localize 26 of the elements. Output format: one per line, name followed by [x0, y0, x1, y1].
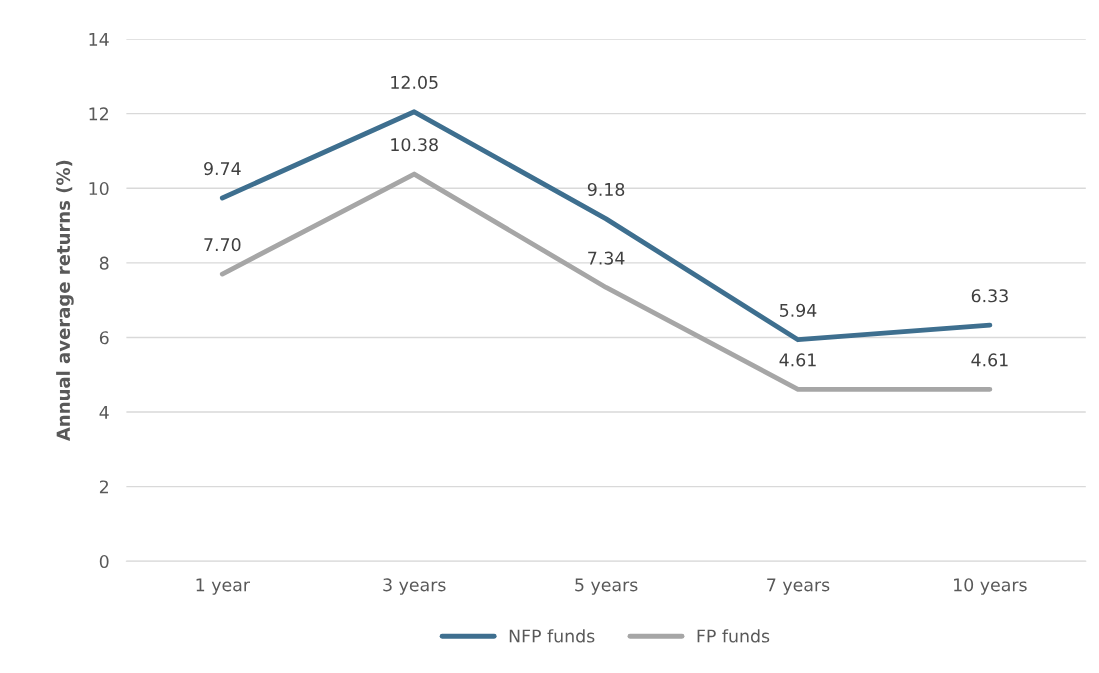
y-tick-label: 14 — [89, 32, 109, 46]
x-tick-label: 7 years — [767, 578, 830, 595]
data-label: 6.33 — [971, 289, 1008, 303]
y-tick-label: 10 — [89, 181, 109, 196]
data-label: 10.38 — [391, 138, 438, 152]
data-label: 9.18 — [587, 182, 625, 197]
y-tick-label: 8 — [99, 256, 109, 270]
y-tick-label: 4 — [99, 406, 109, 419]
data-label: 9.74 — [204, 162, 241, 176]
data-label: 4.61 — [779, 353, 816, 367]
y-tick-label: 12 — [89, 107, 108, 121]
data-label: 5.94 — [780, 303, 817, 317]
y-axis-title: Annual average returns (%) — [56, 160, 74, 442]
legend-label: FP funds — [697, 629, 770, 643]
y-tick-label: 0 — [99, 554, 109, 569]
x-tick-label: 10 years — [954, 578, 1027, 595]
data-label: 7.70 — [204, 238, 241, 252]
x-tick-label: 5 years — [575, 578, 638, 595]
data-label: 12.05 — [391, 75, 438, 89]
data-label: 4.61 — [971, 353, 1008, 367]
x-tick-label: 3 years — [383, 578, 446, 595]
legend-label: NFP funds — [509, 629, 595, 643]
y-tick-label: 2 — [99, 480, 108, 494]
data-label: 7.34 — [588, 251, 625, 265]
y-tick-label: 6 — [99, 331, 109, 345]
x-tick-label: 1 year — [196, 578, 250, 595]
